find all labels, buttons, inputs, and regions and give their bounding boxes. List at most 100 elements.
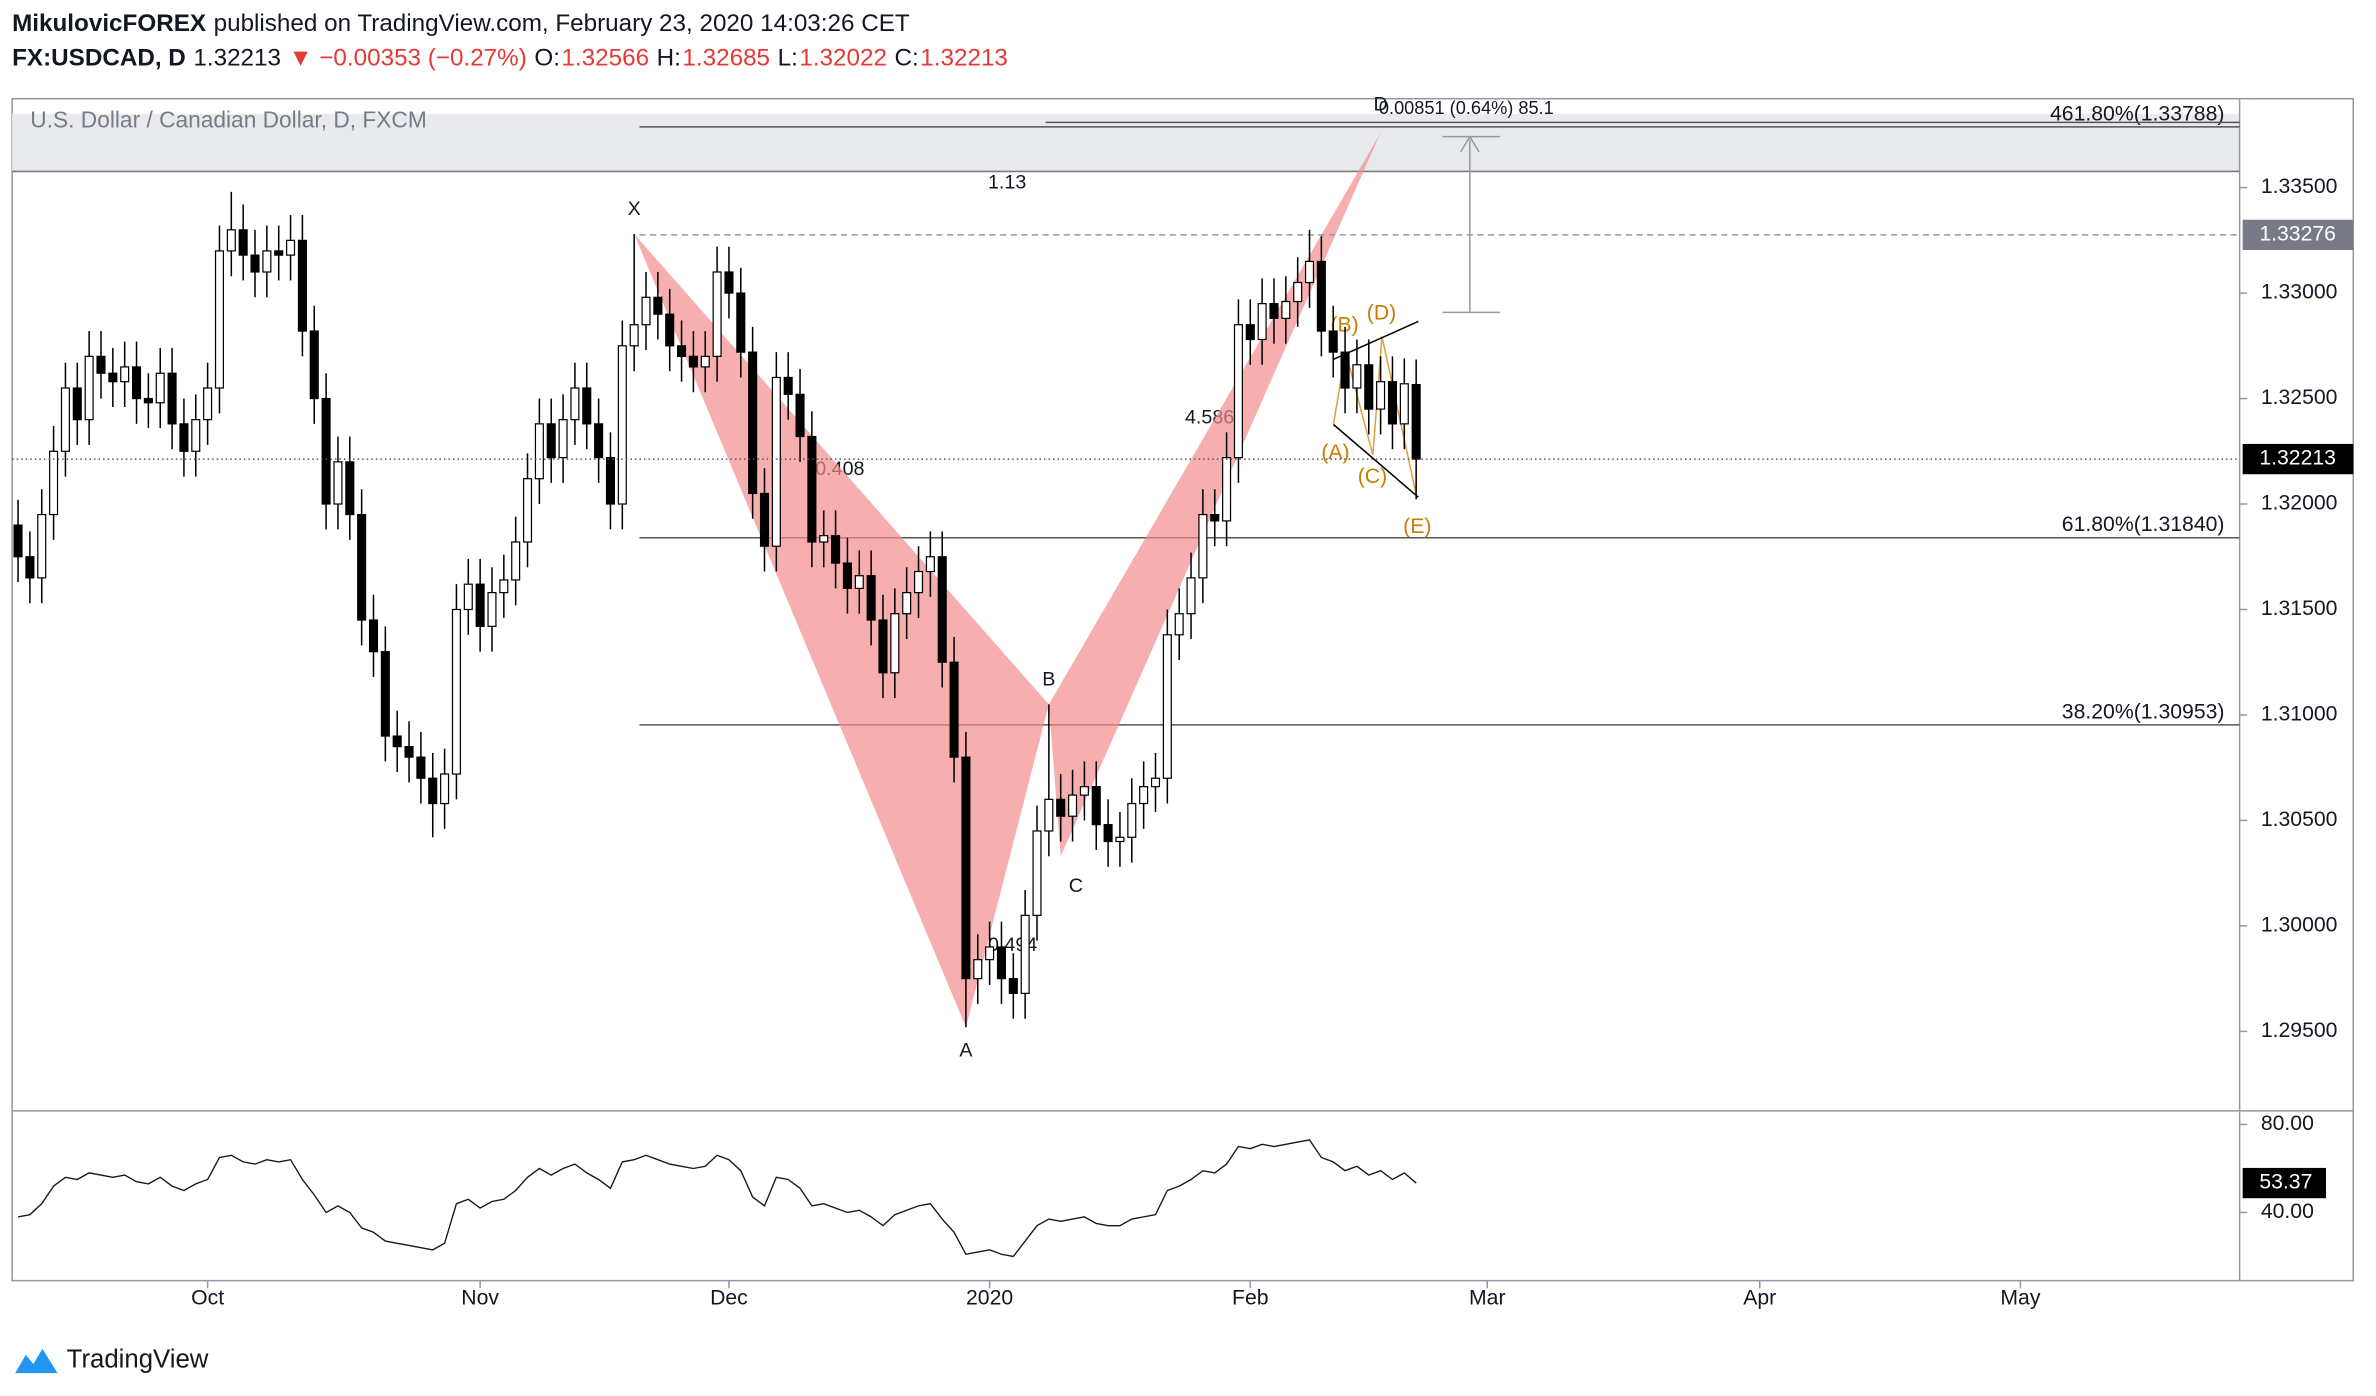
marker-label: 1.33276 (2259, 222, 2336, 245)
x-tick-label: Mar (1469, 1286, 1506, 1309)
candle-body (1245, 324, 1255, 341)
candle-body (368, 619, 379, 653)
candle-body (712, 271, 722, 357)
candle-body (1079, 786, 1089, 796)
candle-body (428, 777, 438, 805)
fib-label: 461.80%(1.33788) (2050, 102, 2224, 125)
candle-body (380, 651, 390, 737)
candle-body (1056, 798, 1066, 817)
candle-body (1210, 513, 1220, 522)
measure-tool: 0.00851 (0.64%) 85.1 (1379, 98, 1554, 314)
candle-body (1222, 457, 1232, 522)
candle-body (1352, 364, 1362, 389)
candle-body (451, 608, 461, 775)
candle-body (629, 324, 639, 347)
rsi-last-label: 53.37 (2259, 1171, 2312, 1194)
candle-body (49, 450, 59, 516)
rsi-tick-label: 40.00 (2261, 1200, 2314, 1223)
wave-label: (C) (1358, 465, 1387, 488)
candle-body (155, 372, 165, 404)
author: MikulovicFOREX (12, 10, 206, 37)
candle-body (84, 355, 94, 421)
candle-body (937, 556, 947, 663)
published: published on TradingView.com, February 2… (214, 10, 910, 37)
candles (13, 191, 1421, 1028)
candle-body (759, 492, 770, 547)
candle-body (1150, 777, 1161, 788)
candle-body (653, 296, 663, 315)
low-label: L: (778, 45, 798, 72)
candle-body (309, 330, 319, 400)
candle-body (392, 735, 402, 748)
candle-body (1008, 978, 1018, 994)
open-label: O: (534, 45, 560, 72)
candle-body (1091, 786, 1101, 826)
candle-body (688, 355, 698, 368)
marker-box (2242, 219, 2354, 251)
pattern-point-label: X (628, 198, 641, 220)
candle-body (665, 313, 675, 347)
candle-body (499, 579, 509, 594)
low-value: 1.32022 (799, 45, 887, 72)
candle-body (37, 513, 47, 579)
candle-body (902, 592, 912, 615)
wave-label: (E) (1403, 515, 1431, 538)
candle-body (238, 229, 248, 256)
candle-body (617, 345, 627, 505)
candle-body (594, 423, 604, 459)
frame (11, 97, 2355, 1282)
candle-body (1328, 330, 1338, 353)
candle-body (819, 535, 829, 543)
candle-body (1316, 260, 1326, 332)
candle-body (771, 376, 781, 547)
x-tick-label: Feb (1232, 1286, 1269, 1309)
triangle-edge (1332, 423, 1419, 498)
y-tick-label: 1.30500 (2261, 808, 2338, 831)
candle-body (854, 575, 864, 590)
candle-body (736, 292, 746, 353)
ratio-label: 0.494 (988, 934, 1037, 956)
candle-body (1293, 281, 1303, 303)
candle-body (783, 376, 793, 395)
y-tick-label: 1.31000 (2261, 703, 2338, 726)
candle-body (1281, 300, 1291, 320)
candle-body (167, 372, 177, 425)
candle-body (345, 461, 355, 516)
candle-body (546, 423, 556, 459)
harmonic-leg (634, 234, 1049, 1028)
candle-body (214, 250, 225, 389)
legend: U.S. Dollar / Canadian Dollar, D, FXCM (30, 106, 426, 132)
candle-body (321, 397, 331, 505)
y-tick-label: 1.32500 (2261, 386, 2338, 409)
candle-body (605, 457, 616, 505)
x-tick-label: Nov (461, 1286, 499, 1309)
candle-body (72, 387, 82, 421)
candle-body (13, 524, 23, 558)
candle-body (570, 387, 580, 421)
candle-body (1376, 381, 1386, 410)
price: 1.32213 (193, 45, 281, 72)
candle-body (250, 254, 260, 273)
candle-body (1068, 794, 1078, 817)
candle-body (333, 461, 343, 505)
candle-body (700, 355, 710, 368)
candle-body (1127, 802, 1137, 838)
candle-body (795, 393, 805, 438)
candle-body (748, 351, 758, 495)
x-tick-label: Oct (191, 1286, 224, 1309)
candle-body (286, 239, 296, 256)
close-label: C: (895, 45, 919, 72)
fib-label: 61.80%(1.31840) (2062, 513, 2225, 536)
candle-body (131, 366, 142, 400)
candle-body (1411, 384, 1421, 460)
candle-body (1233, 324, 1243, 459)
candle-body (724, 271, 734, 294)
candle-body (416, 756, 426, 779)
rsi-line (17, 1139, 1417, 1258)
y-tick-label: 1.31500 (2261, 597, 2338, 620)
candle-body (925, 556, 935, 573)
candle-body (1340, 351, 1350, 389)
candle-body (996, 946, 1007, 980)
candle-body (842, 562, 852, 590)
candle-body (203, 387, 213, 421)
